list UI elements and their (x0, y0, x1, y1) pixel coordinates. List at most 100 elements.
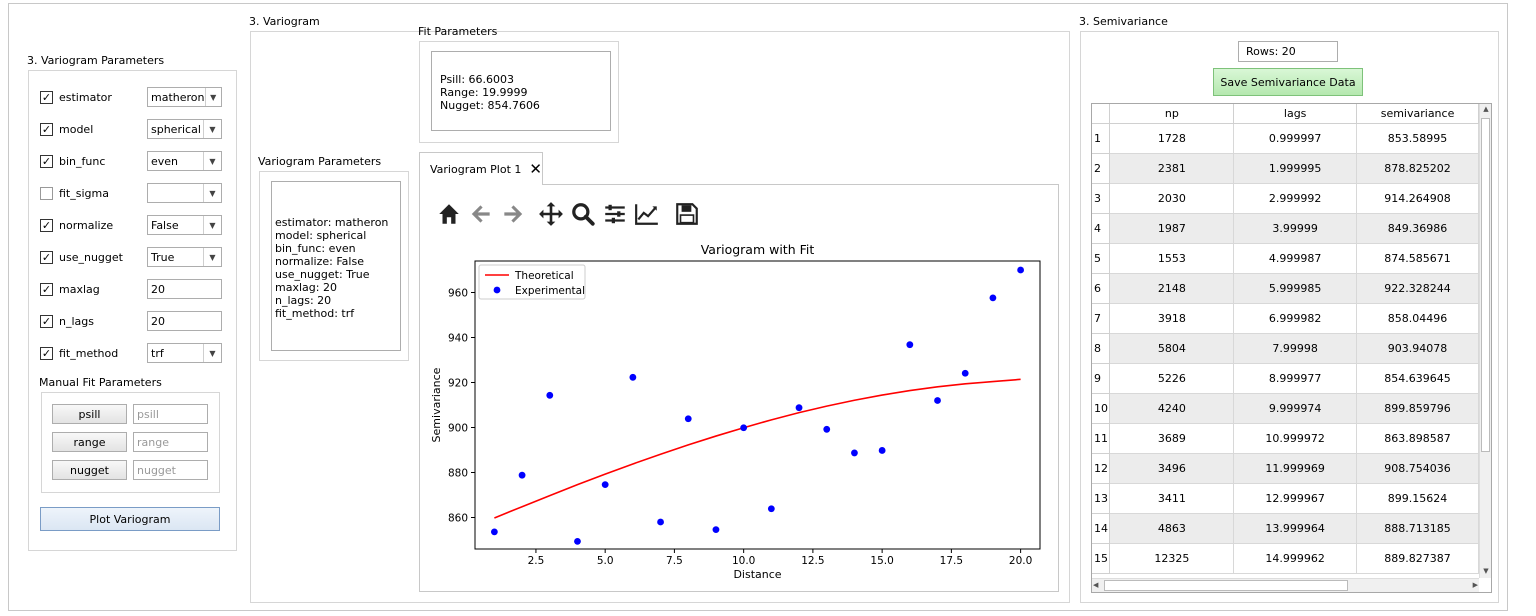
row-header[interactable]: 15 (1092, 543, 1111, 574)
row-header[interactable]: 13 (1092, 483, 1111, 514)
maxlag-field[interactable]: 20 (147, 279, 222, 299)
pan-icon[interactable] (538, 201, 564, 227)
chevron-down-icon[interactable]: ▼ (203, 184, 221, 202)
table-cell[interactable]: 9.999974 (1233, 393, 1358, 424)
use-nugget-select[interactable]: True ▼ (147, 247, 222, 267)
table-row[interactable]: 4 1987 3.99999 849.36986 (1092, 213, 1479, 244)
row-header[interactable]: 10 (1092, 393, 1111, 424)
table-cell[interactable]: 5804 (1109, 333, 1235, 364)
scroll-down-icon[interactable]: ▼ (1483, 567, 1489, 575)
table-cell[interactable]: 2030 (1109, 183, 1235, 214)
table-cell[interactable]: 922.328244 (1356, 273, 1479, 304)
home-icon[interactable] (436, 201, 462, 227)
table-cell[interactable]: 12325 (1109, 543, 1235, 574)
horizontal-scroll-thumb[interactable] (1104, 580, 1348, 591)
table-cell[interactable]: 863.898587 (1356, 423, 1479, 454)
bin-func-checkbox[interactable]: ✓ (40, 154, 53, 168)
table-cell[interactable]: 0.999997 (1233, 123, 1358, 154)
table-cell[interactable]: 1728 (1109, 123, 1235, 154)
row-header[interactable]: 2 (1092, 153, 1111, 184)
table-cell[interactable]: 849.36986 (1356, 213, 1479, 244)
table-cell[interactable]: 4240 (1109, 393, 1235, 424)
model-checkbox[interactable]: ✓ (40, 122, 53, 136)
table-cell[interactable]: 3411 (1109, 483, 1235, 514)
table-cell[interactable]: 4863 (1109, 513, 1235, 544)
table-row[interactable]: 5 1553 4.999987 874.585671 (1092, 243, 1479, 274)
row-header[interactable]: 7 (1092, 303, 1111, 334)
table-cell[interactable]: 874.585671 (1356, 243, 1479, 274)
table-row[interactable]: 12 3496 11.999969 908.754036 (1092, 453, 1479, 484)
table-corner[interactable] (1092, 104, 1111, 124)
table-row[interactable]: 14 4863 13.999964 888.713185 (1092, 513, 1479, 544)
row-header[interactable]: 1 (1092, 123, 1111, 154)
row-header[interactable]: 8 (1092, 333, 1111, 364)
plot-variogram-button[interactable]: Plot Variogram (40, 507, 220, 531)
estimator-select[interactable]: matheron ▼ (147, 87, 222, 107)
column-header-semivariance[interactable]: semivariance (1356, 104, 1479, 124)
nugget-button[interactable]: nugget (52, 460, 127, 480)
table-cell[interactable]: 11.999969 (1233, 453, 1358, 484)
table-cell[interactable]: 14.999962 (1233, 543, 1358, 574)
table-row[interactable]: 2 2381 1.999995 878.825202 (1092, 153, 1479, 184)
table-cell[interactable]: 3689 (1109, 423, 1235, 454)
edit-axis-icon[interactable] (634, 201, 660, 227)
row-header[interactable]: 4 (1092, 213, 1111, 244)
table-cell[interactable]: 903.94078 (1356, 333, 1479, 364)
table-cell[interactable]: 10.999972 (1233, 423, 1358, 454)
tab-variogram-plot-1[interactable]: Variogram Plot 1 ✕ (419, 152, 543, 185)
forward-arrow-icon[interactable] (500, 201, 526, 227)
scroll-up-icon[interactable]: ▲ (1483, 105, 1489, 113)
table-cell[interactable]: 7.99998 (1233, 333, 1358, 364)
range-input[interactable]: range (133, 432, 208, 452)
table-cell[interactable]: 2.999992 (1233, 183, 1358, 214)
bin-func-select[interactable]: even ▼ (147, 151, 222, 171)
vertical-scrollbar[interactable]: ▲ ▼ (1479, 104, 1491, 578)
chevron-down-icon[interactable]: ▼ (203, 248, 221, 266)
scroll-right-icon[interactable]: ▶ (1472, 581, 1478, 589)
chevron-down-icon[interactable]: ▼ (204, 88, 222, 106)
psill-button[interactable]: psill (52, 404, 127, 424)
table-row[interactable]: 10 4240 9.999974 899.859796 (1092, 393, 1479, 424)
table-row[interactable]: 3 2030 2.999992 914.264908 (1092, 183, 1479, 214)
table-cell[interactable]: 2381 (1109, 153, 1235, 184)
table-cell[interactable]: 3.99999 (1233, 213, 1358, 244)
row-header[interactable]: 6 (1092, 273, 1111, 304)
table-cell[interactable]: 1987 (1109, 213, 1235, 244)
table-cell[interactable]: 5.999985 (1233, 273, 1358, 304)
back-arrow-icon[interactable] (468, 201, 494, 227)
row-header[interactable]: 5 (1092, 243, 1111, 274)
row-header[interactable]: 9 (1092, 363, 1111, 394)
table-row[interactable]: 11 3689 10.999972 863.898587 (1092, 423, 1479, 454)
table-cell[interactable]: 3496 (1109, 453, 1235, 484)
chevron-down-icon[interactable]: ▼ (203, 152, 221, 170)
chevron-down-icon[interactable]: ▼ (203, 216, 221, 234)
configure-subplots-icon[interactable] (602, 201, 628, 227)
save-icon[interactable] (674, 201, 700, 227)
fit-sigma-checkbox[interactable] (40, 186, 53, 200)
table-cell[interactable]: 889.827387 (1356, 543, 1479, 574)
row-header[interactable]: 11 (1092, 423, 1111, 454)
table-cell[interactable]: 853.58995 (1356, 123, 1479, 154)
n-lags-field[interactable]: 20 (147, 311, 222, 331)
row-header[interactable]: 12 (1092, 453, 1111, 484)
table-row[interactable]: 13 3411 12.999967 899.15624 (1092, 483, 1479, 514)
table-cell[interactable]: 914.264908 (1356, 183, 1479, 214)
table-cell[interactable]: 908.754036 (1356, 453, 1479, 484)
table-row[interactable]: 8 5804 7.99998 903.94078 (1092, 333, 1479, 364)
horizontal-scrollbar[interactable]: ◀ ▶ (1092, 578, 1479, 592)
table-row[interactable]: 7 3918 6.999982 858.04496 (1092, 303, 1479, 334)
row-header[interactable]: 3 (1092, 183, 1111, 214)
table-row[interactable]: 1 1728 0.999997 853.58995 (1092, 123, 1479, 154)
vertical-scroll-thumb[interactable] (1481, 118, 1490, 452)
psill-input[interactable]: psill (133, 404, 208, 424)
maxlag-checkbox[interactable]: ✓ (40, 282, 53, 296)
table-cell[interactable]: 8.999977 (1233, 363, 1358, 394)
table-row[interactable]: 9 5226 8.999977 854.639645 (1092, 363, 1479, 394)
table-cell[interactable]: 858.04496 (1356, 303, 1479, 334)
column-header-np[interactable]: np (1109, 104, 1235, 124)
chevron-down-icon[interactable]: ▼ (203, 344, 221, 362)
table-cell[interactable]: 4.999987 (1233, 243, 1358, 274)
table-row[interactable]: 6 2148 5.999985 922.328244 (1092, 273, 1479, 304)
normalize-select[interactable]: False ▼ (147, 215, 222, 235)
table-cell[interactable]: 2148 (1109, 273, 1235, 304)
